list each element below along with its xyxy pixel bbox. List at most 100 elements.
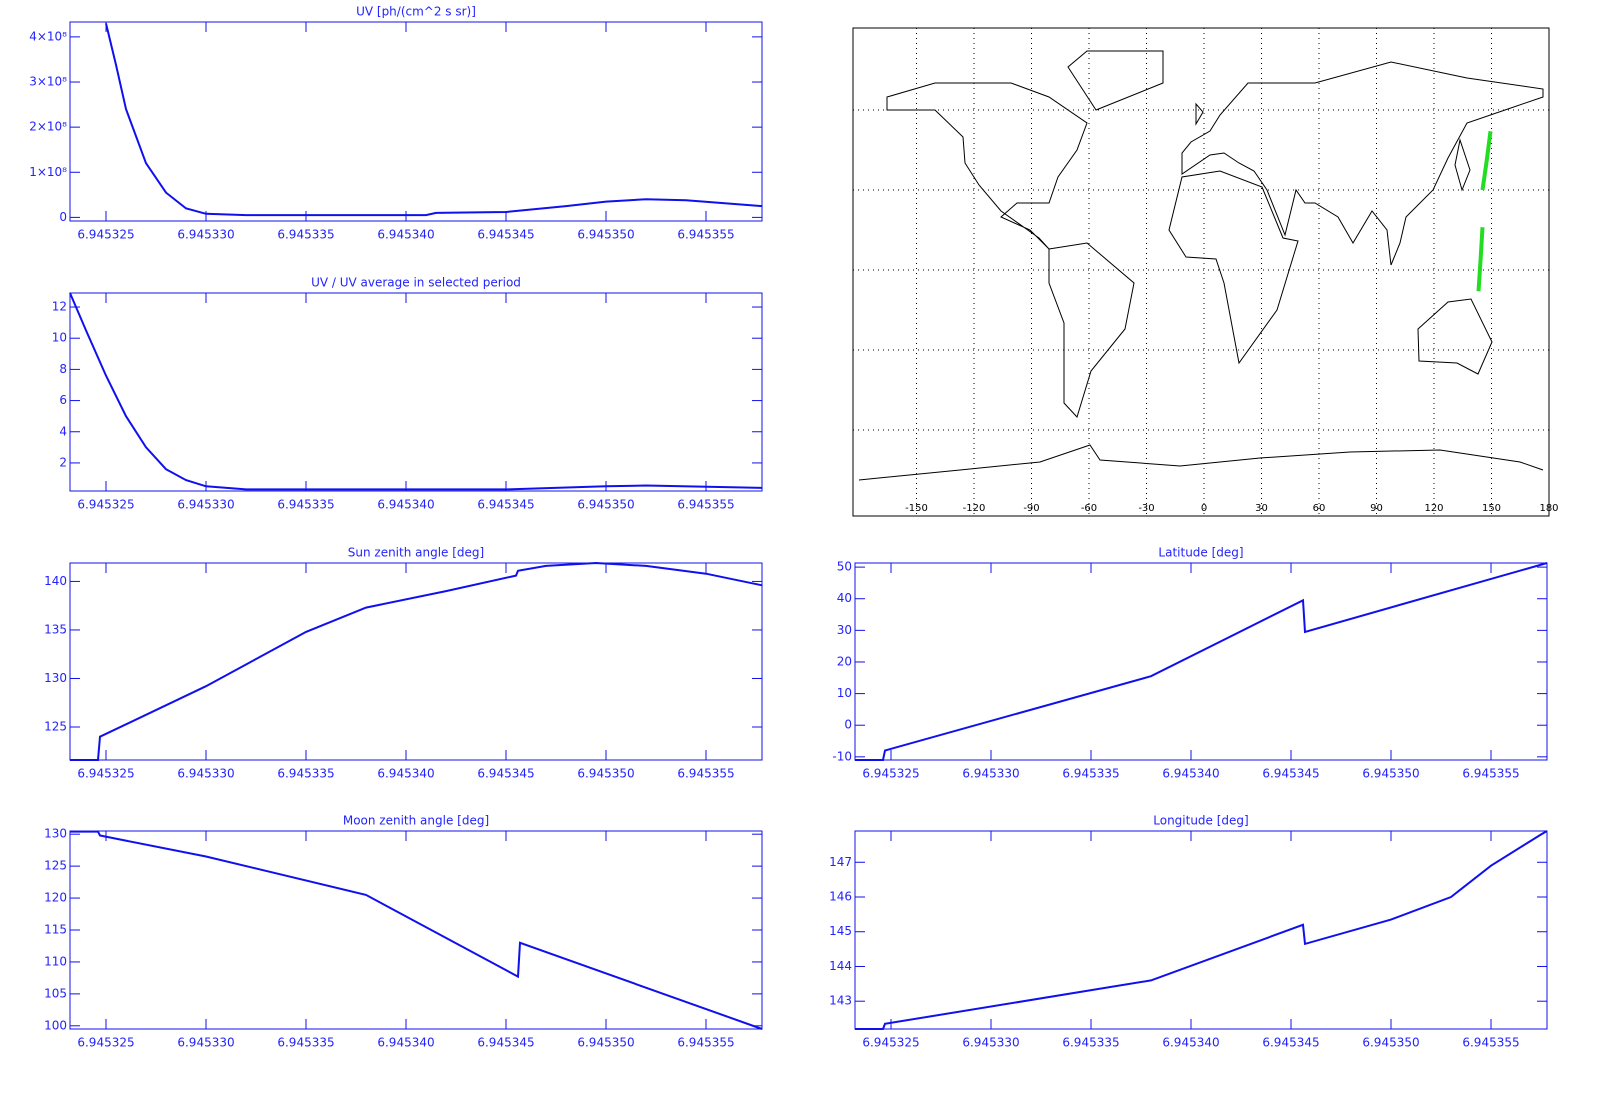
- y-tick-label: 0: [844, 718, 852, 732]
- y-tick-label: 2: [59, 455, 67, 469]
- x-tick-label: 6.945355: [1462, 767, 1519, 781]
- x-tick-label: 6.945345: [1262, 767, 1319, 781]
- y-tick-label: 100: [44, 1018, 67, 1032]
- coast: [1195, 102, 1471, 192]
- x-tick-label: 6.945325: [77, 228, 134, 242]
- x-tick-label: 6.945330: [177, 498, 234, 512]
- chart-title: Moon zenith angle [deg]: [343, 814, 489, 828]
- y-tick-label: 130: [44, 827, 67, 841]
- x-tick-label: 6.945350: [577, 1036, 634, 1050]
- x-tick-label: 6.945330: [962, 1036, 1019, 1050]
- x-tick-label: 6.945340: [377, 1036, 434, 1050]
- data-line: [70, 830, 763, 1030]
- x-tick-label: 6.945355: [677, 1036, 734, 1050]
- coast: [886, 82, 1088, 250]
- y-tick-label: 50: [837, 560, 852, 574]
- plot-frame: [69, 292, 763, 492]
- y-tick-label: 10: [837, 686, 852, 700]
- y-tick-label: 20: [837, 654, 852, 668]
- x-tick-label: 6.945340: [377, 498, 434, 512]
- y-tick-label: 140: [44, 574, 67, 588]
- x-tick-label: 6.945355: [677, 767, 734, 781]
- plot-frame: [69, 562, 763, 761]
- data-line: [855, 562, 1548, 761]
- coast: [858, 444, 1544, 481]
- y-tick-label: 135: [44, 622, 67, 636]
- x-tick-label: 6.945350: [577, 767, 634, 781]
- plot-frame: [69, 830, 763, 1030]
- coast: [1048, 242, 1135, 418]
- chart-title: Sun zenith angle [deg]: [348, 546, 484, 560]
- x-tick-label: 6.945350: [577, 498, 634, 512]
- x-tick-label: 6.945330: [177, 767, 234, 781]
- y-tick-label: 4×10⁸: [29, 29, 67, 43]
- y-tick-label: 145: [829, 924, 852, 938]
- data-line: [70, 561, 763, 761]
- x-tick-label: 6.945340: [377, 228, 434, 242]
- x-tick-label: 6.945335: [277, 498, 334, 512]
- x-tick-label: 6.945340: [1162, 1036, 1219, 1050]
- y-tick-label: 12: [52, 300, 67, 314]
- y-tick-label: 3×10⁸: [29, 75, 67, 89]
- x-tick-label: 6.945350: [577, 228, 634, 242]
- y-tick-label: 10: [52, 331, 67, 345]
- coast: [1417, 298, 1493, 375]
- y-tick-label: 120: [44, 891, 67, 905]
- x-tick-label: 6.945350: [1362, 767, 1419, 781]
- x-tick-label: 6.945330: [962, 767, 1019, 781]
- coast: [1181, 61, 1544, 266]
- map-frame: [852, 27, 1550, 517]
- x-tick-label: 6.945355: [1462, 1036, 1519, 1050]
- x-tick-label: 6.945325: [862, 1036, 919, 1050]
- x-tick-label: 6.945335: [1062, 767, 1119, 781]
- x-tick-label: 6.945330: [177, 1036, 234, 1050]
- y-tick-label: 130: [44, 671, 67, 685]
- chart-title: UV / UV average in selected period: [311, 276, 521, 290]
- x-tick-label: 6.945335: [277, 1036, 334, 1050]
- x-tick-label: 6.945325: [77, 1036, 134, 1050]
- y-tick-label: 146: [829, 890, 852, 904]
- x-tick-label: 6.945330: [177, 228, 234, 242]
- y-tick-label: 40: [837, 591, 852, 605]
- y-tick-label: 1×10⁸: [29, 165, 67, 179]
- y-tick-label: 125: [44, 859, 67, 873]
- x-tick-label: 6.945340: [1162, 767, 1219, 781]
- y-tick-label: 30: [837, 623, 852, 637]
- y-tick-label: 125: [44, 720, 67, 734]
- y-tick-label: 147: [829, 855, 852, 869]
- y-tick-label: 110: [44, 954, 67, 968]
- y-tick-label: 8: [59, 362, 67, 376]
- x-tick-label: 6.945345: [477, 767, 534, 781]
- x-tick-label: 6.945345: [477, 498, 534, 512]
- x-tick-label: 6.945355: [677, 498, 734, 512]
- x-tick-label: 6.945325: [862, 767, 919, 781]
- data-line: [105, 23, 763, 217]
- x-tick-label: 6.945355: [677, 228, 734, 242]
- x-tick-label: 6.945335: [1062, 1036, 1119, 1050]
- x-tick-label: 6.945340: [377, 767, 434, 781]
- x-tick-label: 6.945345: [477, 1036, 534, 1050]
- plot-frame: [854, 830, 1548, 1030]
- x-tick-label: 6.945345: [1262, 1036, 1319, 1050]
- x-tick-label: 6.945325: [77, 767, 134, 781]
- chart-title: UV [ph/(cm^2 s sr)]: [356, 5, 476, 19]
- coast: [1067, 50, 1164, 111]
- track: [1476, 227, 1485, 292]
- x-tick-label: 6.945350: [1362, 1036, 1419, 1050]
- track: [1480, 131, 1493, 191]
- map-coastlines: -150-120-90-60-300306090120150180: [858, 50, 1559, 514]
- plot-frame: [69, 21, 763, 222]
- chart-title: Latitude [deg]: [1158, 546, 1243, 560]
- y-tick-label: 143: [829, 994, 852, 1008]
- x-tick-label: 6.945325: [77, 498, 134, 512]
- y-tick-label: 6: [59, 393, 67, 407]
- y-tick-label: 2×10⁸: [29, 120, 67, 134]
- y-tick-label: 115: [44, 923, 67, 937]
- coast: [1168, 170, 1299, 365]
- chart-title: Longitude [deg]: [1153, 814, 1248, 828]
- data-line: [855, 830, 1548, 1030]
- x-tick-label: 6.945335: [277, 228, 334, 242]
- data-line: [69, 292, 763, 491]
- x-tick-label: 6.945345: [477, 228, 534, 242]
